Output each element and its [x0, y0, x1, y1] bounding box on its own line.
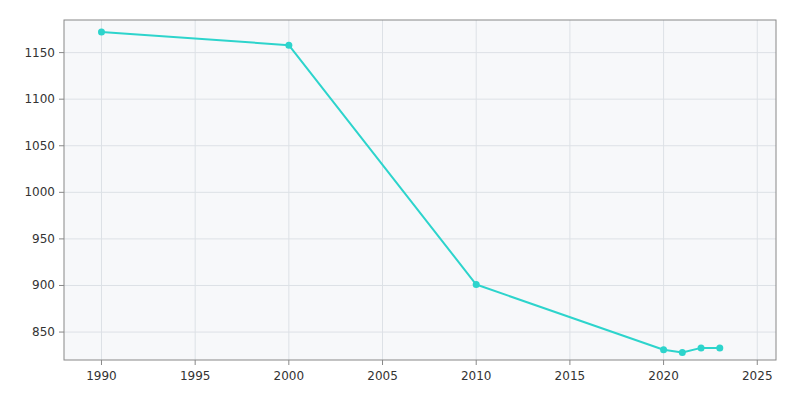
x-tick	[101, 360, 102, 365]
point	[660, 346, 667, 353]
grid-line	[64, 99, 776, 100]
x-tick	[195, 360, 196, 365]
axes: 1990 1995 2000 2005 2010 2015 2020 2025 850 900 95…	[24, 46, 772, 383]
y-tick	[59, 192, 64, 193]
grid-line	[569, 20, 570, 360]
line	[101, 32, 719, 352]
y-tick-label: 1150	[24, 46, 55, 60]
chart-container: 1990 1995 2000 2005 2010 2015 2020 2025 850 900 95…	[0, 0, 800, 400]
point	[698, 344, 705, 351]
x-tick-label: 2015	[555, 369, 586, 383]
x-tick	[288, 360, 289, 365]
point	[679, 349, 686, 356]
y-tick	[59, 332, 64, 333]
y-tick-label: 900	[32, 278, 55, 292]
y-tick	[59, 99, 64, 100]
grid-line	[64, 332, 776, 333]
plot-background	[64, 20, 776, 360]
plot-frame	[64, 20, 776, 360]
y-tick-label: 1000	[24, 185, 55, 199]
point	[285, 42, 292, 49]
grid	[64, 20, 776, 360]
grid-line	[101, 20, 102, 360]
x-tick-label: 1990	[86, 369, 117, 383]
y-tick	[59, 145, 64, 146]
grid-line	[64, 145, 776, 146]
grid-line	[64, 52, 776, 53]
x-tick	[757, 360, 758, 365]
grid-line	[663, 20, 664, 360]
y-tick-label: 1100	[24, 92, 55, 106]
x-tick-label: 2000	[274, 369, 305, 383]
data-layer	[98, 29, 723, 356]
x-tick-label: 2025	[742, 369, 773, 383]
x-tick	[569, 360, 570, 365]
chart-svg: 1990 1995 2000 2005 2010 2015 2020 2025 850 900 95…	[0, 0, 800, 400]
grid-line	[382, 20, 383, 360]
y-tick-label: 850	[32, 325, 55, 339]
x-tick-label: 2010	[461, 369, 492, 383]
grid-line	[757, 20, 758, 360]
y-tick-label: 950	[32, 232, 55, 246]
point	[98, 29, 105, 36]
x-tick	[663, 360, 664, 365]
x-tick	[476, 360, 477, 365]
grid-line	[64, 192, 776, 193]
x-tick-label: 1995	[180, 369, 211, 383]
grid-line	[476, 20, 477, 360]
point	[716, 344, 723, 351]
y-tick-label: 1050	[24, 139, 55, 153]
x-tick-label: 2005	[367, 369, 398, 383]
grid-line	[64, 285, 776, 286]
y-tick	[59, 52, 64, 53]
grid-line	[288, 20, 289, 360]
grid-line	[195, 20, 196, 360]
grid-line	[64, 238, 776, 239]
y-tick	[59, 285, 64, 286]
x-tick-label: 2020	[648, 369, 679, 383]
y-tick	[59, 238, 64, 239]
x-tick	[382, 360, 383, 365]
point	[473, 281, 480, 288]
